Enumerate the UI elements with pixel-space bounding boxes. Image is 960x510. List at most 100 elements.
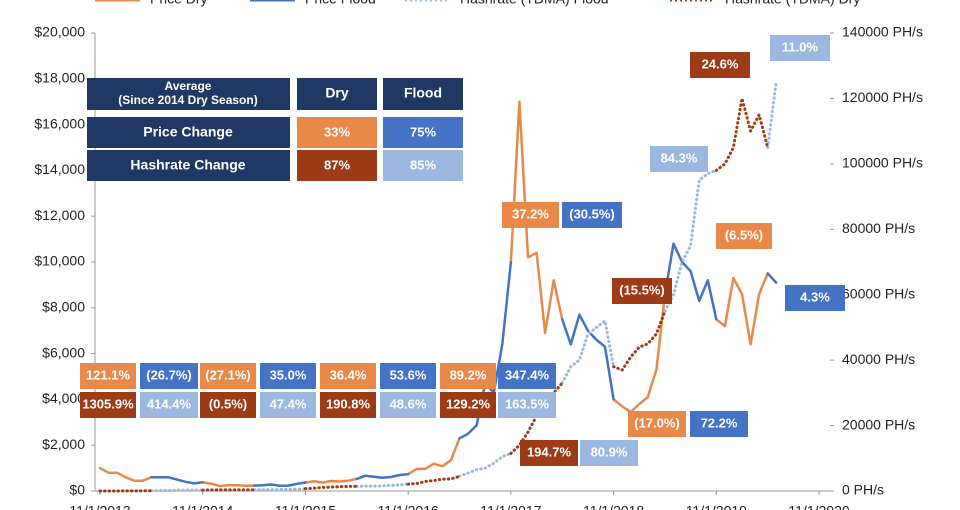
annotation: 1305.9% bbox=[80, 392, 136, 418]
annotation: 190.8% bbox=[320, 392, 376, 418]
annotation-text: 347.4% bbox=[505, 367, 550, 382]
annotation-text: 129.2% bbox=[446, 396, 491, 411]
annotation-box bbox=[200, 392, 256, 418]
y-tick-label: $10,000 bbox=[34, 253, 85, 269]
annotation-box bbox=[380, 363, 436, 389]
y-tick-label: $0 bbox=[69, 482, 85, 498]
y-tick-label: $6,000 bbox=[42, 344, 85, 360]
annotation: (26.7%) bbox=[140, 363, 198, 389]
y-tick-label: $4,000 bbox=[42, 390, 85, 406]
y-tick-label: $16,000 bbox=[34, 115, 85, 131]
annotation: 163.5% bbox=[498, 392, 556, 418]
annotation: 47.4% bbox=[260, 392, 316, 418]
table-cell-text: 75% bbox=[410, 124, 436, 139]
annotation-box bbox=[380, 392, 436, 418]
annotation: 72.2% bbox=[690, 411, 748, 437]
table-subtitle: (Since 2014 Dry Season) bbox=[118, 93, 257, 107]
annotation-text: 190.8% bbox=[326, 396, 371, 411]
annotation-box bbox=[498, 392, 556, 418]
annotation: 129.2% bbox=[440, 392, 496, 418]
series-line bbox=[149, 80, 778, 493]
table-cell bbox=[383, 117, 463, 148]
annotation: 24.6% bbox=[690, 52, 750, 78]
annotation-text: (15.5%) bbox=[619, 282, 665, 297]
annotation-box bbox=[320, 363, 376, 389]
annotation-text: 11.0% bbox=[782, 39, 819, 54]
table-row-label: Hashrate Change bbox=[130, 157, 245, 173]
annotation-text: 35.0% bbox=[270, 367, 307, 382]
series-line bbox=[98, 100, 769, 488]
annotation: 53.6% bbox=[380, 363, 436, 389]
annotation-box bbox=[140, 392, 198, 418]
annotation-text: 414.4% bbox=[147, 396, 192, 411]
x-tick-label: 11/1/2020 bbox=[788, 503, 849, 510]
y2-tick-label: 60000 PH/s bbox=[842, 285, 915, 301]
table-header-cell bbox=[87, 78, 290, 110]
annotation-text: 53.6% bbox=[390, 367, 427, 382]
annotation: (17.0%) bbox=[628, 411, 686, 437]
legend-label: Hashrate (TDMA) Flood bbox=[460, 0, 609, 7]
annotation-box bbox=[580, 440, 638, 466]
annotation-box bbox=[200, 363, 256, 389]
annotation-text: (26.7%) bbox=[146, 367, 192, 382]
table-column: Dry bbox=[325, 85, 349, 101]
annotation-box bbox=[440, 363, 496, 389]
annotation-box bbox=[502, 202, 559, 228]
annotation-box bbox=[140, 363, 198, 389]
annotation-box bbox=[520, 440, 578, 466]
x-tick-label: 11/1/2019 bbox=[686, 503, 747, 510]
x-tick-label: 11/1/2017 bbox=[480, 503, 541, 510]
annotation: 4.3% bbox=[785, 285, 845, 311]
annotation-text: (30.5%) bbox=[569, 206, 615, 221]
y-tick-label: $14,000 bbox=[34, 161, 85, 177]
annotation-text: 47.4% bbox=[270, 396, 307, 411]
annotation: (30.5%) bbox=[562, 202, 622, 228]
annotation: 89.2% bbox=[440, 363, 496, 389]
annotation-box bbox=[440, 392, 496, 418]
annotation: 80.9% bbox=[580, 440, 638, 466]
table-cell bbox=[383, 150, 463, 181]
table-row-label-cell bbox=[87, 117, 290, 148]
annotation-text: 194.7% bbox=[527, 444, 572, 459]
table-row-label: Price Change bbox=[143, 124, 233, 140]
annotation: (6.5%) bbox=[716, 223, 772, 249]
x-tick-label: 11/1/2015 bbox=[275, 503, 336, 510]
annotation-text: 89.2% bbox=[450, 367, 487, 382]
annotation: 36.4% bbox=[320, 363, 376, 389]
annotation: 194.7% bbox=[520, 440, 578, 466]
y2-tick-label: 80000 PH/s bbox=[842, 220, 915, 236]
table-header-cell bbox=[383, 78, 463, 110]
legend-label: Hashrate (TDMA) Dry bbox=[725, 0, 860, 7]
annotation-text: 80.9% bbox=[591, 444, 628, 459]
y2-tick-label: 100000 PH/s bbox=[842, 155, 923, 171]
x-tick-label: 11/1/2016 bbox=[378, 503, 439, 510]
annotation-text: 121.1% bbox=[86, 367, 131, 382]
annotation-box bbox=[320, 392, 376, 418]
annotation-text: 84.3% bbox=[661, 150, 698, 165]
annotation-text: 4.3% bbox=[800, 289, 830, 304]
annotation-text: 1305.9% bbox=[82, 396, 134, 411]
annotation-text: 48.6% bbox=[390, 396, 427, 411]
annotation-box bbox=[785, 285, 845, 311]
table-cell bbox=[297, 117, 377, 148]
annotation: (15.5%) bbox=[612, 278, 672, 304]
table-cell-text: 33% bbox=[324, 124, 350, 139]
y2-tick-label: 20000 PH/s bbox=[842, 416, 915, 432]
y-tick-label: $20,000 bbox=[34, 24, 85, 40]
annotation-box bbox=[498, 363, 556, 389]
table-cell-text: 87% bbox=[324, 157, 350, 172]
annotation-box bbox=[690, 52, 750, 78]
annotation: (27.1%) bbox=[200, 363, 256, 389]
annotation: 37.2% bbox=[502, 202, 559, 228]
annotation-box bbox=[612, 278, 672, 304]
annotation-text: (0.5%) bbox=[209, 396, 247, 411]
annotation-text: 163.5% bbox=[505, 396, 550, 411]
table-column: Flood bbox=[404, 85, 442, 101]
annotation-box bbox=[562, 202, 622, 228]
y-tick-label: $2,000 bbox=[42, 436, 85, 452]
annotation-text: (27.1%) bbox=[205, 367, 251, 382]
legend-label: Price Flood bbox=[305, 0, 376, 7]
annotation-box bbox=[628, 411, 686, 437]
table-title: Average bbox=[165, 79, 212, 93]
